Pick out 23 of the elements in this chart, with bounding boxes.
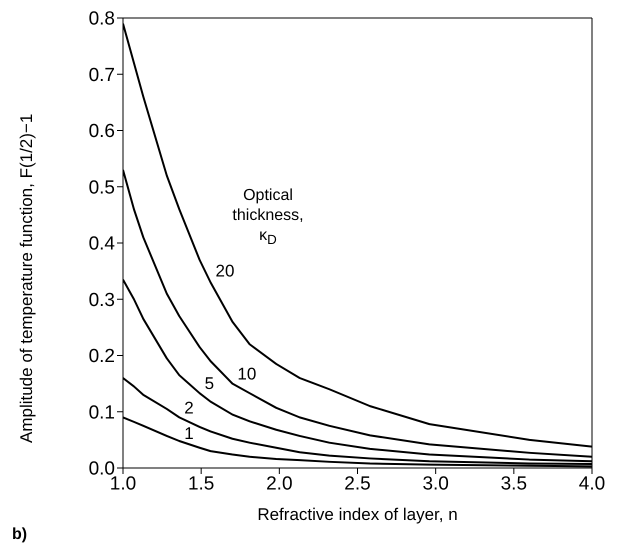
x-tick-label: 2.0 xyxy=(266,473,293,494)
series-label: 5 xyxy=(204,374,214,394)
series-label: 20 xyxy=(216,261,234,280)
x-tick-label: 3.5 xyxy=(500,473,528,494)
text: b) xyxy=(12,526,28,544)
y-tick-label: 0.3 xyxy=(88,290,115,311)
series-label: 2 xyxy=(184,398,194,418)
x-tick-label: 1.5 xyxy=(188,473,214,494)
series-label: 10 xyxy=(237,364,256,384)
y-tick-label: 0.7 xyxy=(88,64,115,86)
x-tick-label: 2.5 xyxy=(344,473,371,494)
y-axis-title: Amplitude of temperature function, F(1/2)−1 xyxy=(17,114,36,443)
x-tick-label: 4.0 xyxy=(578,473,606,494)
y-tick-label: 0.4 xyxy=(88,234,116,255)
y-tick-label: 0.8 xyxy=(88,8,115,30)
y-tick-label: 0.2 xyxy=(88,346,115,368)
y-tick-label: 0.5 xyxy=(88,177,115,198)
annotation: Optical thickness, κ$_{D}$ xyxy=(231,186,305,250)
series-label: 1 xyxy=(184,424,194,443)
y-tick-label: 0.1 xyxy=(88,402,115,424)
x-tick-label: 3.0 xyxy=(422,473,449,494)
x-axis-title: Refractive index of layer, n xyxy=(257,505,458,524)
y-tick-label: 0.6 xyxy=(88,121,115,142)
